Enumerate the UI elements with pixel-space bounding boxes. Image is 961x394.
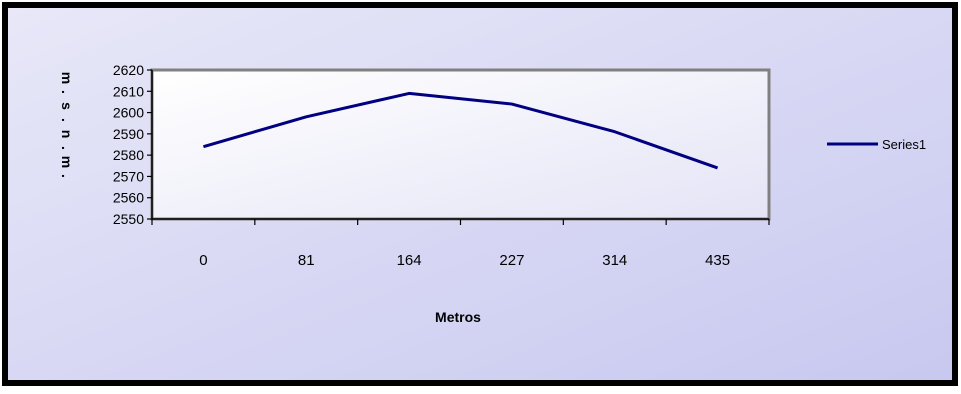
y-axis-title-char: . [59, 118, 75, 122]
y-axis: 2550 2560 2570 2580 2590 2600 2610 2620 [113, 62, 153, 227]
legend-label-series1: Series1 [882, 137, 926, 152]
legend: Series1 [827, 137, 926, 152]
y-axis-title-char: . [59, 174, 75, 178]
plot-area-background [150, 68, 771, 221]
y-tick-label: 2580 [113, 147, 144, 163]
x-tick-label: 164 [397, 252, 422, 269]
y-tick-label: 2570 [113, 168, 144, 184]
y-tick-label: 2620 [113, 62, 144, 78]
x-tick-label: 227 [499, 252, 524, 269]
y-axis-title-char: . [59, 146, 75, 150]
x-tick-label: 314 [602, 252, 627, 269]
x-axis-title: Metros [435, 309, 481, 325]
y-tick-label: 2600 [113, 105, 144, 121]
y-axis-title-char: m [59, 156, 75, 168]
y-axis-title-char: n [59, 130, 75, 139]
y-tick-label: 2560 [113, 190, 144, 206]
y-axis-title-char: . [59, 90, 75, 94]
x-tick-label: 81 [298, 252, 315, 269]
y-axis-title-char: s [59, 102, 75, 110]
x-tick-label: 0 [199, 252, 207, 269]
series-layer [202, 91, 719, 170]
series-line-1 [202, 91, 719, 170]
y-axis-title: m. s. n. m. [59, 72, 75, 178]
y-axis-title-char: m [59, 72, 75, 84]
x-tick-label: 435 [705, 252, 730, 269]
y-tick-label: 2590 [113, 126, 144, 142]
y-tick-label: 2550 [113, 211, 144, 227]
y-tick-label: 2610 [113, 83, 144, 99]
x-axis: 0 81 164 227 314 435 [151, 218, 770, 269]
